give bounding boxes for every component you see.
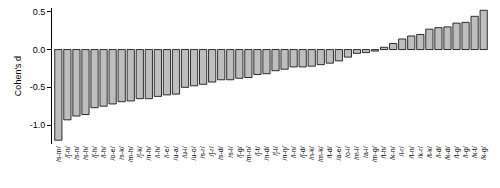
svg-text:0.5: 0.5: [33, 7, 46, 17]
svg-text:/m-l/: /m-l/: [353, 146, 360, 160]
svg-text:/t-g/: /t-g/: [453, 146, 461, 158]
svg-text:/m-h/: /m-h/: [127, 146, 134, 162]
svg-text:/ʃ-t/: /ʃ-t/: [254, 146, 262, 156]
svg-text:/t-d/: /t-d/: [326, 146, 333, 158]
svg-text:/t-k/: /t-k/: [426, 146, 433, 158]
svg-text:/k-n/: /k-n/: [389, 146, 396, 160]
svg-text:/ʃ-g/: /ʃ-g/: [236, 146, 244, 158]
svg-text:-0.5: -0.5: [30, 82, 46, 92]
svg-text:/m-k/: /m-k/: [317, 146, 324, 162]
svg-text:/o-e/: /o-e/: [109, 146, 116, 160]
svg-text:/ʃ-k/: /ʃ-k/: [136, 146, 144, 157]
svg-text:/a-i/: /a-i/: [362, 146, 369, 158]
svg-text:/s-k/: /s-k/: [118, 146, 125, 159]
svg-text:/u-a/: /u-a/: [172, 146, 179, 160]
svg-text:/t-n/: /t-n/: [408, 146, 415, 158]
svg-text:/i-e/: /i-e/: [163, 146, 170, 158]
svg-text:/k-g/: /k-g/: [480, 146, 488, 160]
svg-text:/l-g/: /l-g/: [462, 146, 470, 158]
svg-text:/m-n/: /m-n/: [245, 146, 252, 162]
svg-text:/i-h/: /i-h/: [154, 146, 161, 158]
svg-text:/n-k/: /n-k/: [308, 146, 315, 160]
svg-text:/k-d/: /k-d/: [444, 146, 451, 160]
svg-text:/n-h/: /n-h/: [145, 146, 152, 160]
svg-text:/s-m/: /s-m/: [55, 146, 62, 162]
svg-text:/s-d/: /s-d/: [218, 146, 225, 160]
svg-text:/t-h/: /t-h/: [380, 146, 387, 158]
svg-text:/s-h/: /s-h/: [82, 146, 89, 160]
svg-text:/n-d/: /n-d/: [263, 146, 270, 160]
svg-text:/u-i/: /u-i/: [181, 146, 188, 158]
svg-text:/m-g/: /m-g/: [371, 146, 379, 162]
svg-text:/l-h/: /l-h/: [100, 146, 107, 158]
svg-text:/s-n/: /s-n/: [73, 146, 80, 160]
svg-text:/ʃ-r/: /ʃ-r/: [208, 146, 216, 156]
svg-text:/l-r/: /l-r/: [398, 146, 405, 156]
svg-text:/ʃ-h/: /ʃ-h/: [91, 146, 99, 158]
svg-text:/l-n/: /l-n/: [290, 146, 297, 158]
svg-text:/k-r/: /k-r/: [417, 146, 424, 158]
svg-text:/ʃ-d/: /ʃ-d/: [299, 146, 307, 158]
svg-text:-1.0: -1.0: [30, 120, 46, 130]
svg-text:/k-t/: /k-t/: [471, 146, 478, 158]
svg-text:/n-ŋ/: /n-ŋ/: [281, 146, 289, 160]
svg-text:/s-l/: /s-l/: [227, 146, 234, 157]
svg-text:0.0: 0.0: [33, 45, 46, 55]
svg-text:Cohen's d: Cohen's d: [13, 56, 23, 96]
svg-text:/a-e/: /a-e/: [335, 146, 342, 160]
svg-text:/u-o/: /u-o/: [190, 146, 197, 160]
svg-text:/o-i/: /o-i/: [344, 146, 351, 158]
svg-text:/ʃ-l/: /ʃ-l/: [272, 146, 280, 155]
svg-text:/l-d/: /l-d/: [435, 146, 442, 158]
svg-text:/s-r/: /s-r/: [199, 146, 206, 158]
svg-text:/ʃ-n/: /ʃ-n/: [64, 146, 72, 158]
